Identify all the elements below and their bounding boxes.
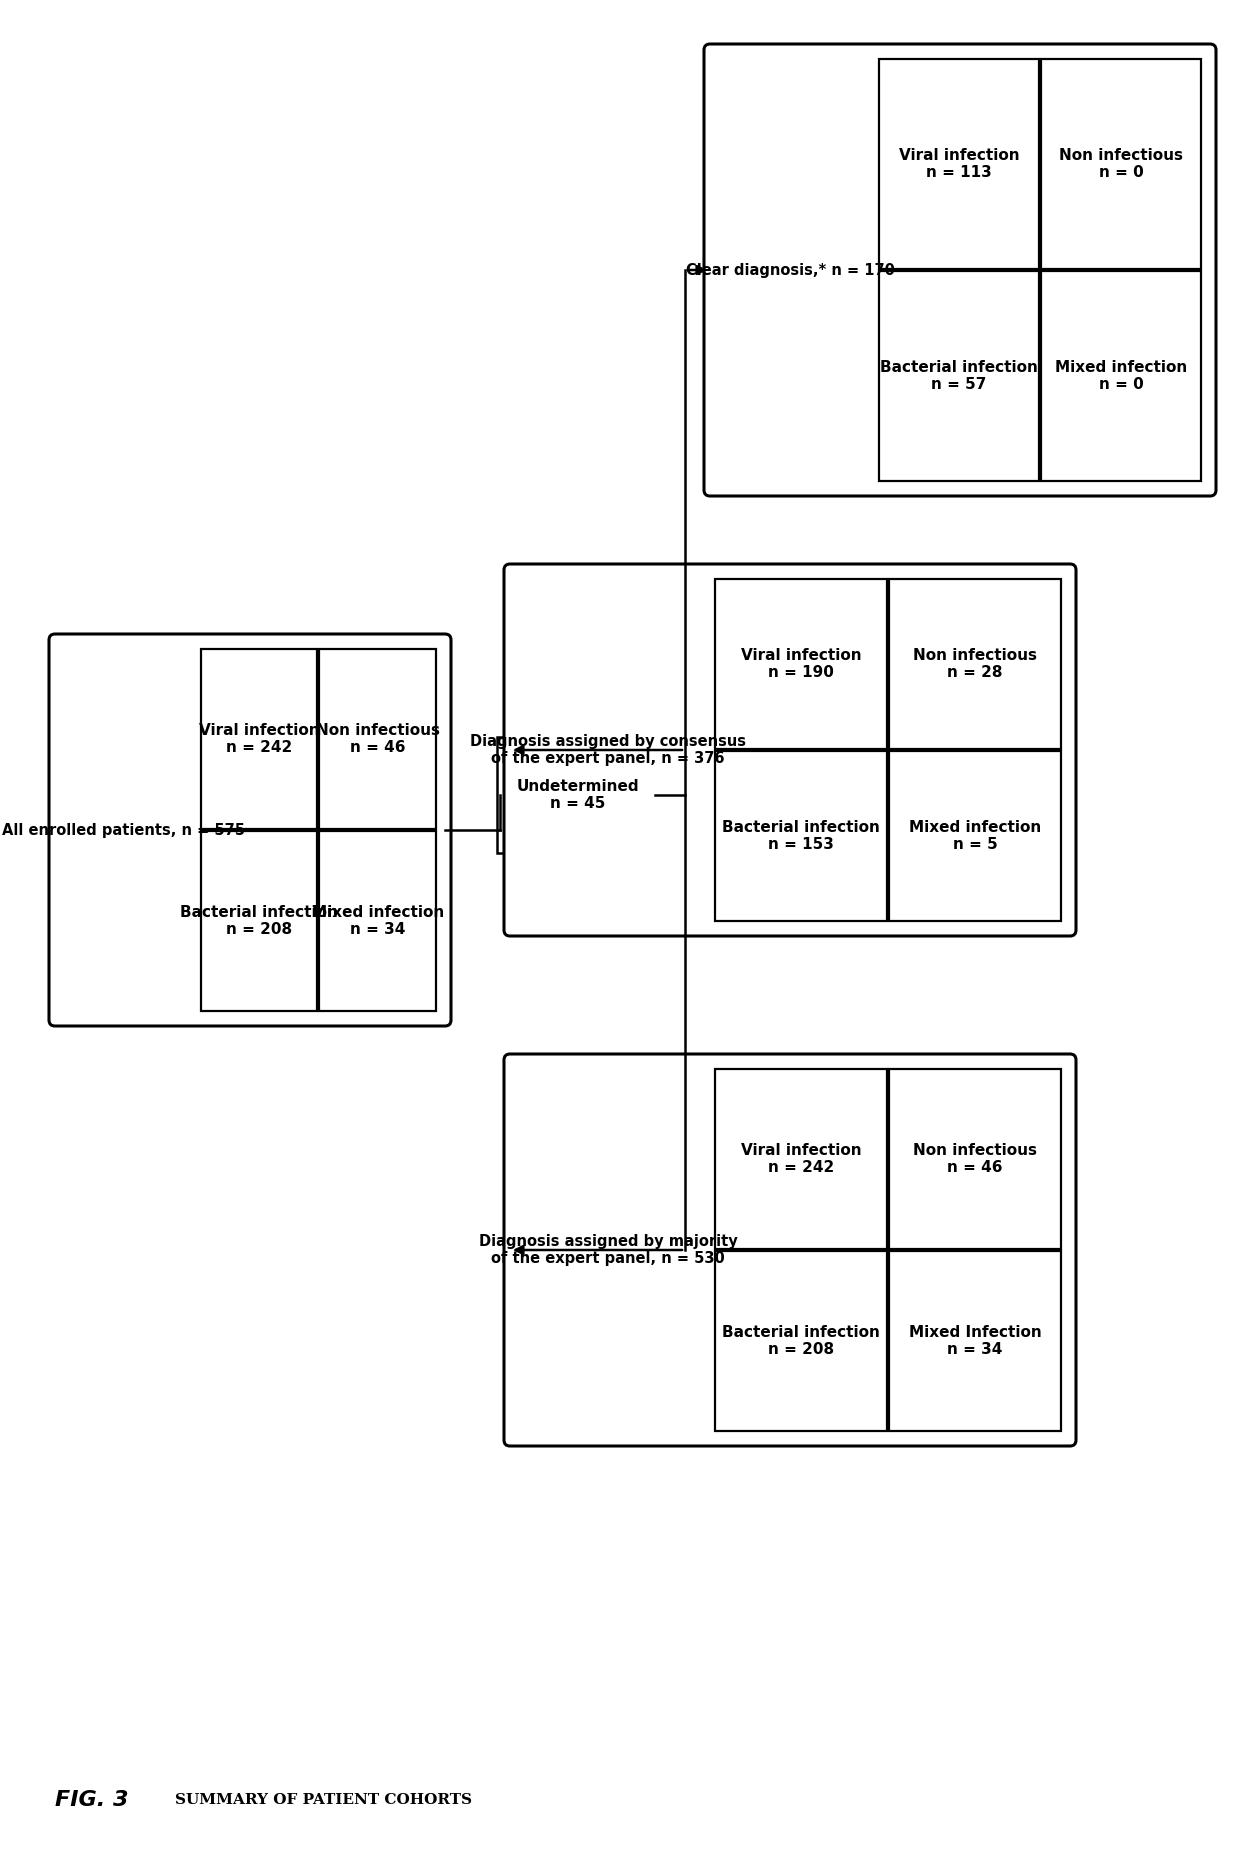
Text: Bacterial infection
n = 57: Bacterial infection n = 57	[880, 359, 1038, 393]
Text: Non infectious
n = 46: Non infectious n = 46	[913, 1143, 1037, 1174]
Text: Diagnosis assigned by consensus
of the expert panel, n = 376: Diagnosis assigned by consensus of the e…	[470, 733, 746, 767]
FancyBboxPatch shape	[889, 1251, 1061, 1431]
FancyBboxPatch shape	[319, 649, 436, 828]
FancyBboxPatch shape	[319, 832, 436, 1011]
Text: Bacterial infection
n = 208: Bacterial infection n = 208	[180, 904, 337, 938]
FancyBboxPatch shape	[50, 635, 451, 1025]
Text: Bacterial infection
n = 153: Bacterial infection n = 153	[722, 821, 880, 852]
Text: Diagnosis assigned by majority
of the expert panel, n = 530: Diagnosis assigned by majority of the ex…	[479, 1234, 738, 1265]
Text: Non infectious
n = 28: Non infectious n = 28	[913, 648, 1037, 681]
FancyBboxPatch shape	[889, 752, 1061, 921]
Text: Mixed infection
n = 0: Mixed infection n = 0	[1055, 359, 1187, 393]
Text: Mixed infection
n = 5: Mixed infection n = 5	[909, 821, 1042, 852]
Text: Viral infection
n = 113: Viral infection n = 113	[899, 147, 1019, 181]
FancyBboxPatch shape	[879, 60, 1039, 270]
Text: Non infectious
n = 46: Non infectious n = 46	[316, 722, 440, 756]
Text: Bacterial infection
n = 208: Bacterial infection n = 208	[722, 1325, 880, 1357]
FancyBboxPatch shape	[879, 272, 1039, 480]
Text: All enrolled patients, n = 575: All enrolled patients, n = 575	[1, 823, 244, 837]
FancyBboxPatch shape	[1042, 60, 1202, 270]
Text: Viral infection
n = 242: Viral infection n = 242	[198, 722, 319, 756]
FancyBboxPatch shape	[715, 1251, 887, 1431]
Text: Mixed Infection
n = 34: Mixed Infection n = 34	[909, 1325, 1042, 1357]
FancyBboxPatch shape	[889, 579, 1061, 748]
FancyBboxPatch shape	[503, 564, 1076, 936]
FancyBboxPatch shape	[1042, 272, 1202, 480]
Text: SUMMARY OF PATIENT COHORTS: SUMMARY OF PATIENT COHORTS	[175, 1792, 472, 1807]
FancyBboxPatch shape	[201, 832, 317, 1011]
Text: FIG. 3: FIG. 3	[55, 1790, 129, 1811]
FancyBboxPatch shape	[704, 45, 1216, 497]
Text: Non infectious
n = 0: Non infectious n = 0	[1059, 147, 1183, 181]
FancyBboxPatch shape	[715, 579, 887, 748]
FancyBboxPatch shape	[889, 1068, 1061, 1249]
Text: Clear diagnosis,* n = 170: Clear diagnosis,* n = 170	[686, 262, 894, 277]
Text: Undetermined
n = 45: Undetermined n = 45	[516, 778, 639, 811]
FancyBboxPatch shape	[715, 752, 887, 921]
Text: Viral infection
n = 190: Viral infection n = 190	[740, 648, 862, 681]
FancyBboxPatch shape	[503, 1053, 1076, 1446]
FancyBboxPatch shape	[497, 737, 658, 852]
Text: Viral infection
n = 242: Viral infection n = 242	[740, 1143, 862, 1174]
FancyBboxPatch shape	[715, 1068, 887, 1249]
FancyBboxPatch shape	[201, 649, 317, 828]
Text: Mixed infection
n = 34: Mixed infection n = 34	[311, 904, 444, 938]
